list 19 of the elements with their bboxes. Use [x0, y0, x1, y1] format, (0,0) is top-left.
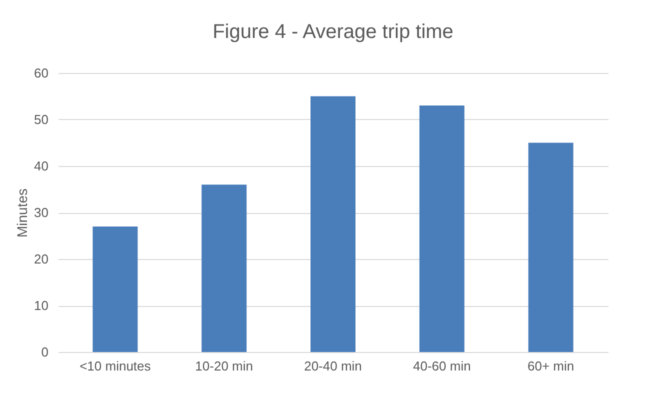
y-tick-label: 60 — [34, 66, 48, 80]
bar — [528, 142, 574, 352]
x-tick-label: 10-20 min — [195, 358, 253, 374]
chart-title: Figure 4 - Average trip time — [212, 21, 454, 43]
y-tick-label: 0 — [41, 344, 48, 360]
x-tick-label: 60+ min — [528, 358, 574, 374]
bar — [202, 184, 247, 352]
x-tick-label: <10 minutes — [80, 358, 152, 374]
bar — [419, 106, 464, 352]
x-tick-label: 40-60 min — [413, 358, 471, 374]
y-tick-label: 30 — [34, 205, 48, 220]
y-axis-title: Minutes — [14, 188, 30, 238]
bar — [92, 226, 138, 352]
y-tick-label: 10 — [34, 298, 48, 313]
y-tick-label: 40 — [34, 158, 48, 174]
y-tick-label: 20 — [34, 252, 48, 266]
bar — [310, 96, 356, 352]
x-tick-label: 20-40 min — [304, 358, 362, 374]
y-tick-label: 50 — [34, 112, 48, 127]
